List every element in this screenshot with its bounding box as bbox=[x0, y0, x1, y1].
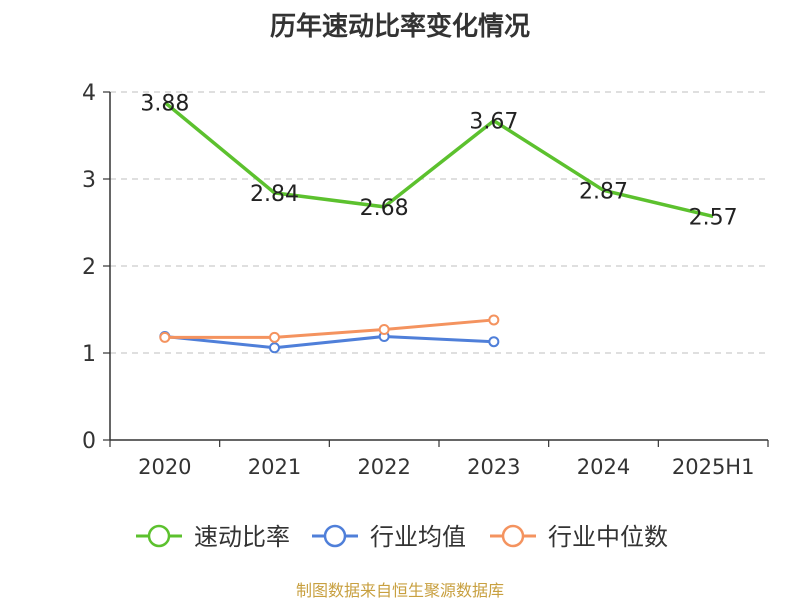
data-label-0-5: 2.57 bbox=[689, 205, 738, 230]
x-tick-label-2: 2022 bbox=[357, 455, 410, 479]
source-footer: 制图数据来自恒生聚源数据库 bbox=[295, 581, 504, 600]
x-tick-label-1: 2021 bbox=[248, 455, 301, 479]
legend-marker-0 bbox=[147, 524, 171, 548]
legend-label-1: 行业均值 bbox=[370, 523, 466, 551]
y-tick-label-4: 4 bbox=[82, 81, 96, 106]
data-label-0-2: 2.68 bbox=[360, 196, 409, 221]
legend-label-0: 速动比率 bbox=[194, 523, 290, 551]
data-label-0-1: 2.84 bbox=[250, 182, 299, 207]
y-tick-label-0: 0 bbox=[82, 429, 96, 454]
series-2-point-0 bbox=[159, 331, 171, 343]
series-line-0 bbox=[163, 101, 714, 219]
legend-marker-1 bbox=[323, 524, 347, 548]
series-1-point-1 bbox=[269, 342, 280, 354]
y-tick-label-3: 3 bbox=[82, 168, 96, 193]
legend-label-2: 行业中位数 bbox=[548, 523, 668, 551]
series-2-point-3 bbox=[488, 314, 500, 326]
x-tick-label-4: 2024 bbox=[577, 455, 630, 479]
series-2-point-1 bbox=[269, 331, 280, 343]
y-tick-label-2: 2 bbox=[82, 255, 96, 280]
x-tick-label-5: 2025H1 bbox=[672, 455, 755, 479]
series-1-point-3 bbox=[488, 336, 500, 348]
data-label-0-0: 3.88 bbox=[140, 91, 189, 116]
x-tick-label-3: 2023 bbox=[467, 455, 520, 479]
data-label-0-3: 3.67 bbox=[469, 110, 518, 135]
data-label-0-4: 2.87 bbox=[579, 179, 628, 204]
legend-marker-2 bbox=[501, 524, 525, 548]
series-line-1 bbox=[164, 334, 494, 350]
series-2-point-2 bbox=[378, 324, 390, 336]
x-tick-label-0: 2020 bbox=[138, 455, 191, 479]
y-tick-label-1: 1 bbox=[82, 342, 96, 367]
chart-title: 历年速动比率变化情况 bbox=[269, 12, 530, 42]
series-line-2 bbox=[164, 318, 494, 339]
